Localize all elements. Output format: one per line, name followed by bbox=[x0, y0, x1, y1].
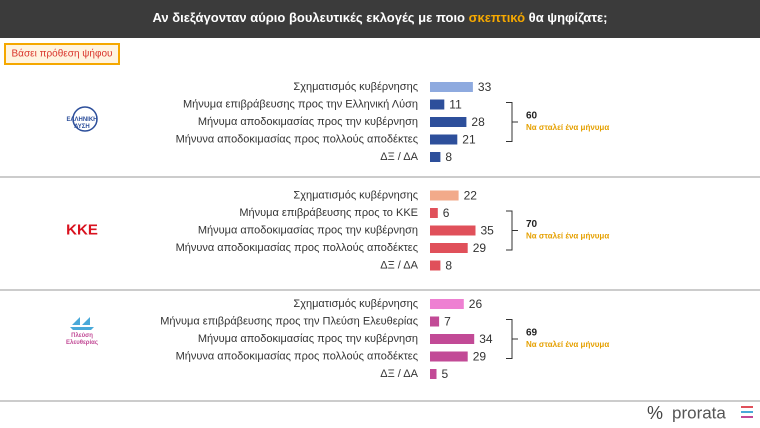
bracket bbox=[506, 210, 518, 251]
logo-text: Ελευθερίας bbox=[66, 340, 98, 346]
category-label: Μήνυνα αποδοκιμασίας προς πολλούς αποδέκ… bbox=[176, 133, 418, 145]
bracket-value: 69 bbox=[526, 328, 538, 339]
category-label: Μήνυμα επιβράβευσης προς την Πλεύση Ελευ… bbox=[160, 315, 418, 327]
value-label: 29 bbox=[473, 241, 487, 255]
value-label: 7 bbox=[444, 315, 451, 329]
bracket-label: Να σταλεί ένα μήνυμα bbox=[526, 340, 609, 349]
bar bbox=[430, 208, 438, 218]
category-label: Μήνυμα επιβράβευσης προς το ΚΚΕ bbox=[239, 207, 418, 219]
bar bbox=[430, 316, 440, 327]
logo-sail bbox=[70, 317, 94, 330]
value-label: 35 bbox=[481, 224, 495, 238]
value-label: 26 bbox=[469, 297, 483, 311]
bracket-value: 60 bbox=[526, 111, 538, 122]
value-label: 8 bbox=[445, 259, 452, 273]
bar bbox=[430, 117, 467, 127]
category-label: Σχηματισμός κυβέρνησης bbox=[293, 298, 418, 310]
title-part: θα ψηφίζατε; bbox=[525, 10, 607, 25]
bar bbox=[430, 243, 468, 253]
bracket-label: Να σταλεί ένα μήνυμα bbox=[526, 232, 609, 241]
value-label: 21 bbox=[462, 133, 476, 147]
bracket-value: 70 bbox=[526, 219, 538, 230]
title-part: Αν διεξάγονταν αύριο βουλευτικές εκλογές… bbox=[153, 10, 469, 25]
value-label: 34 bbox=[479, 332, 493, 346]
bar bbox=[430, 82, 473, 92]
category-label: Μήνυνα αποδοκιμασίας προς πολλούς αποδέκ… bbox=[176, 350, 418, 362]
footer-brand: prorata bbox=[672, 403, 726, 422]
bar bbox=[430, 152, 441, 162]
brand-mark bbox=[741, 416, 753, 418]
value-label: 8 bbox=[445, 150, 452, 164]
value-label: 22 bbox=[464, 189, 478, 203]
brand-mark bbox=[741, 411, 753, 413]
bar bbox=[430, 190, 459, 201]
bar bbox=[430, 260, 441, 271]
logo-text: ΚΚΕ bbox=[66, 221, 98, 238]
category-label: Σχηματισμός κυβέρνησης bbox=[293, 189, 418, 201]
title: Αν διεξάγονταν αύριο βουλευτικές εκλογές… bbox=[153, 10, 608, 25]
value-label: 6 bbox=[443, 206, 450, 220]
value-label: 11 bbox=[449, 98, 462, 112]
logo-text: ΕΛΛΗΝΙΚΗ bbox=[66, 117, 97, 123]
category-label: ΔΞ / ΔΑ bbox=[380, 151, 418, 163]
bracket-label: Να σταλεί ένα μήνυμα bbox=[526, 123, 609, 132]
category-label: ΔΞ / ΔΑ bbox=[380, 259, 418, 271]
category-label: Μήνυμα αποδοκιμασίας προς την κυβέρνηση bbox=[198, 116, 418, 128]
title-highlight: σκεπτικό bbox=[469, 10, 525, 25]
value-label: 29 bbox=[473, 350, 487, 364]
category-label: Μήνυνα αποδοκιμασίας προς πολλούς αποδέκ… bbox=[176, 242, 418, 254]
logo-text: Πλεύση bbox=[71, 333, 93, 339]
value-label: 33 bbox=[478, 80, 492, 94]
bracket bbox=[506, 102, 518, 142]
logo-text: ΛΥΣΗ bbox=[74, 124, 89, 130]
category-label: Μήνυμα αποδοκιμασίας προς την κυβέρνηση bbox=[198, 333, 418, 345]
bar bbox=[430, 299, 464, 309]
bar bbox=[430, 369, 437, 379]
category-label: ΔΞ / ΔΑ bbox=[380, 368, 418, 380]
logo-circle bbox=[72, 106, 98, 132]
bar bbox=[430, 351, 468, 362]
brand-mark bbox=[741, 406, 753, 408]
bar bbox=[430, 99, 445, 110]
category-label: Μήνυμα επιβράβευσης προς την Ελληνική Λύ… bbox=[183, 98, 418, 110]
bar bbox=[430, 225, 476, 236]
badge: Βάσει πρόθεση ψήφου bbox=[12, 48, 113, 60]
bracket bbox=[506, 319, 518, 359]
category-label: Σχηματισμός κυβέρνησης bbox=[293, 81, 418, 93]
bar bbox=[430, 134, 458, 145]
category-label: Μήνυμα αποδοκιμασίας προς την κυβέρνηση bbox=[198, 224, 418, 236]
title-bar bbox=[0, 0, 760, 38]
badge-box bbox=[4, 43, 120, 65]
footer-symbol: % bbox=[647, 403, 663, 423]
value-label: 28 bbox=[471, 115, 485, 129]
value-label: 5 bbox=[442, 367, 449, 381]
bar bbox=[430, 334, 475, 344]
